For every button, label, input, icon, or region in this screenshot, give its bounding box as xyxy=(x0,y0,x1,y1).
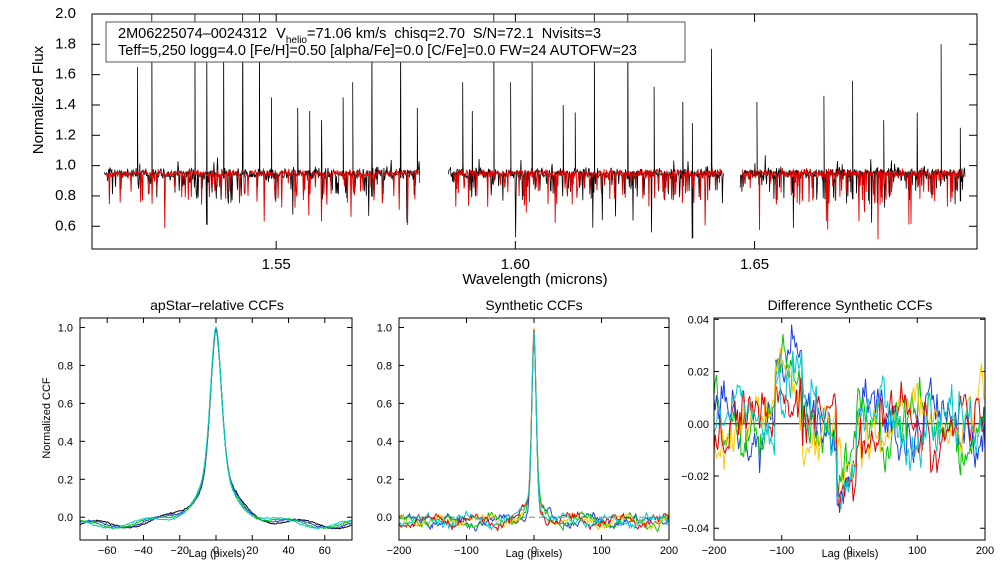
difference-ccf-panel: Difference Synthetic CCFs −200 −100 0 100 20… xyxy=(681,297,994,560)
spectrum-x-axis-label: Wavelength (microns) xyxy=(462,271,607,288)
x-tick-label: −200 xyxy=(702,545,727,557)
x-tick-label: 100 xyxy=(908,545,926,557)
apstar-ccf-ticks xyxy=(80,318,352,540)
x-tick-label: −100 xyxy=(769,545,794,557)
difference-ccf-title: Difference Synthetic CCFs xyxy=(768,297,933,313)
x-tick-label: 0 xyxy=(846,545,852,557)
synthetic_ccf-series-5 xyxy=(399,331,669,532)
y-tick-label: 0.4 xyxy=(377,436,392,448)
annotation-v-value: =71.06 km/s xyxy=(307,26,386,42)
x-tick-label: 40 xyxy=(282,545,294,557)
y-tick-label: 0.0 xyxy=(58,512,73,524)
y-tick-label: 0.04 xyxy=(688,314,709,326)
apstar-ccf-y-axis-label: Normalized CCF xyxy=(41,377,53,459)
x-tick-label: 60 xyxy=(319,545,331,557)
apstar_ccf-series-4 xyxy=(80,326,352,530)
synthetic-ccf-axes-frame xyxy=(398,317,670,541)
apstar-ccf-axes-frame xyxy=(79,317,353,541)
y-tick-label: 1.0 xyxy=(377,322,392,334)
x-tick-label: 0 xyxy=(531,545,537,557)
x-tick-label: −200 xyxy=(387,545,412,557)
synthetic_ccf-series-4 xyxy=(399,329,669,532)
spectrum-annotation-box: 2M06225074–0024312 Vhelio=71.06 km/s chisq… xyxy=(105,21,686,63)
x-tick-label: 1.60 xyxy=(501,256,530,273)
x-tick-label: −20 xyxy=(170,545,189,557)
y-tick-label: 0.8 xyxy=(58,360,73,372)
x-tick-label: 1.55 xyxy=(262,256,291,273)
difference-ccf-series xyxy=(714,324,985,513)
x-tick-label: −60 xyxy=(98,545,117,557)
y-tick-label: 1.8 xyxy=(55,35,76,52)
y-tick-label: 0.00 xyxy=(688,419,709,431)
annotation-line-1: 2M06225074–0024312 Vhelio=71.06 km/s chisq… xyxy=(118,26,601,46)
y-tick-label: −0.02 xyxy=(681,471,709,483)
y-tick-label: 0.02 xyxy=(688,367,709,379)
difference-ccf-axes-frame xyxy=(713,317,986,541)
apstar-ccf-y-tick-labels: 0.0 0.2 0.4 0.6 0.8 1.0 xyxy=(58,322,73,524)
annotation-box-frame xyxy=(105,21,686,63)
y-tick-label: 1.0 xyxy=(55,157,76,174)
annotation-v-prefix: V xyxy=(276,26,286,42)
y-tick-label: 0.8 xyxy=(377,360,392,372)
spectrum-axes-frame xyxy=(91,13,978,250)
difference-series-1 xyxy=(714,324,985,508)
y-tick-label: 0.6 xyxy=(377,398,392,410)
annotation-v-subscript: helio xyxy=(286,35,308,46)
spectrum-y-axis-label: Normalized Flux xyxy=(30,45,47,154)
x-tick-label: 200 xyxy=(660,545,678,557)
x-tick-label: −100 xyxy=(454,545,479,557)
y-tick-label: 0.4 xyxy=(58,436,73,448)
y-tick-label: 0.2 xyxy=(377,474,392,486)
spectrum-x-tick-labels: 1.55 1.60 1.65 xyxy=(262,256,770,273)
synthetic-ccf-title: Synthetic CCFs xyxy=(485,297,582,313)
x-tick-label: 20 xyxy=(246,545,258,557)
spectrum-series xyxy=(103,14,966,240)
difference-ccf-x-axis-label: Lag (pixels) xyxy=(822,548,879,560)
apstar-ccf-panel: apStar–relative CCFs −60 −40 −20 0 20 40 60 0.… xyxy=(41,297,353,560)
difference-ccf-y-tick-labels: −0.04 −0.02 0.00 0.02 0.04 xyxy=(681,314,709,535)
synthetic-ccf-y-tick-labels: 0.0 0.2 0.4 0.6 0.8 1.0 xyxy=(377,322,392,524)
y-tick-label: 1.6 xyxy=(55,66,76,83)
y-tick-label: 0.6 xyxy=(58,398,73,410)
model-spectrum-chip-3 xyxy=(742,167,964,240)
spectrum-y-tick-labels: 0.6 0.8 1.0 1.2 1.4 1.6 1.8 2.0 xyxy=(55,5,76,234)
y-tick-label: 0.0 xyxy=(377,512,392,524)
spectrum-panel: 2M06225074–0024312 Vhelio=71.06 km/s chisq… xyxy=(30,5,978,288)
y-tick-label: 0.2 xyxy=(58,474,73,486)
y-tick-label: 0.8 xyxy=(55,187,76,204)
y-tick-label: 0.6 xyxy=(55,217,76,234)
apstar-ccf-x-tick-labels: −60 −40 −20 0 20 40 60 xyxy=(98,545,331,557)
synthetic-ccf-x-tick-labels: −200 −100 0 100 200 xyxy=(387,545,679,557)
y-tick-label: −0.04 xyxy=(681,523,709,535)
annotation-sn: S/N=72.1 xyxy=(473,26,534,42)
y-tick-label: 1.4 xyxy=(55,96,76,113)
apstar-ccf-x-axis-label: Lag (pixels) xyxy=(189,548,246,560)
synthetic-ccf-x-axis-label: Lag (pixels) xyxy=(506,548,563,560)
synthetic_ccf-series-3 xyxy=(399,327,669,531)
x-tick-label: 200 xyxy=(976,545,994,557)
synthetic-ccf-series xyxy=(399,327,669,533)
annotation-line-2: Teff=5,250 logg=4.0 [Fe/H]=0.50 [alpha/F… xyxy=(118,43,637,59)
x-tick-label: 0 xyxy=(213,545,219,557)
apstar-ccf-series xyxy=(80,326,352,530)
annotation-nvisits: Nvisits=3 xyxy=(542,26,601,42)
annotation-chisq: chisq=2.70 xyxy=(394,26,465,42)
annotation-star-id: 2M06225074–0024312 xyxy=(118,26,267,42)
model-spectrum-chip-1 xyxy=(105,168,421,229)
apstar-ccf-title: apStar–relative CCFs xyxy=(150,297,284,313)
synthetic-ccf-panel: Synthetic CCFs −200 −100 0 100 200 0.0 0.2 0.4… xyxy=(377,297,678,560)
x-tick-label: −40 xyxy=(134,545,153,557)
difference-series-5 xyxy=(714,350,985,510)
x-tick-label: 1.65 xyxy=(740,256,769,273)
model-spectrum-chip-2 xyxy=(452,168,722,226)
y-tick-label: 2.0 xyxy=(55,5,76,22)
y-tick-label: 1.2 xyxy=(55,126,76,143)
y-tick-label: 1.0 xyxy=(58,322,73,334)
difference-ccf-x-tick-labels: −200 −100 0 100 200 xyxy=(702,545,995,557)
x-tick-label: 100 xyxy=(592,545,610,557)
